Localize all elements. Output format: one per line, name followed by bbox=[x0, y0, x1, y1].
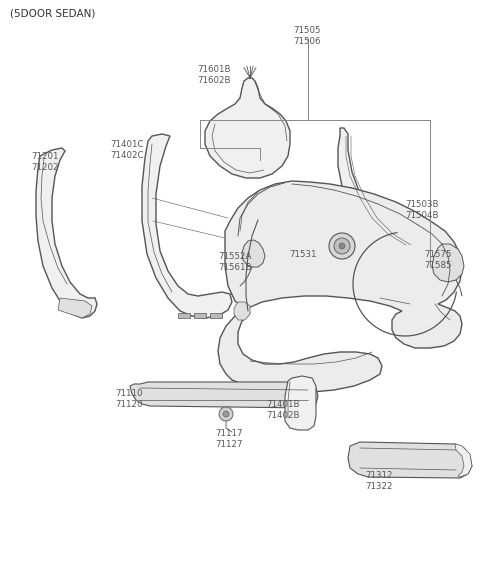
Circle shape bbox=[329, 233, 355, 259]
Polygon shape bbox=[338, 128, 446, 264]
Polygon shape bbox=[234, 302, 250, 320]
Circle shape bbox=[334, 238, 350, 254]
Polygon shape bbox=[130, 382, 318, 408]
Text: 71401B
71402B: 71401B 71402B bbox=[266, 400, 300, 420]
Polygon shape bbox=[348, 442, 472, 478]
Polygon shape bbox=[242, 240, 265, 267]
Polygon shape bbox=[218, 181, 462, 392]
Polygon shape bbox=[210, 313, 222, 318]
Polygon shape bbox=[205, 78, 290, 178]
Text: 71531: 71531 bbox=[289, 250, 317, 259]
Polygon shape bbox=[285, 376, 316, 430]
Text: 71117
71127: 71117 71127 bbox=[216, 429, 243, 449]
Text: 71401C
71402C: 71401C 71402C bbox=[110, 140, 144, 160]
Polygon shape bbox=[432, 244, 464, 282]
Text: 71503B
71504B: 71503B 71504B bbox=[406, 200, 439, 220]
Polygon shape bbox=[455, 444, 472, 477]
Text: 71575
71585: 71575 71585 bbox=[424, 251, 452, 270]
Polygon shape bbox=[36, 148, 97, 318]
Circle shape bbox=[339, 243, 345, 249]
Polygon shape bbox=[194, 313, 206, 318]
Polygon shape bbox=[178, 313, 190, 318]
Text: 71312
71322: 71312 71322 bbox=[365, 471, 393, 491]
Text: 71601B
71602B: 71601B 71602B bbox=[197, 65, 230, 85]
Text: 71505
71506: 71505 71506 bbox=[293, 26, 321, 46]
Circle shape bbox=[219, 407, 233, 421]
Text: (5DOOR SEDAN): (5DOOR SEDAN) bbox=[10, 8, 96, 18]
Text: 71110
71120: 71110 71120 bbox=[115, 389, 143, 408]
Polygon shape bbox=[142, 134, 232, 318]
Polygon shape bbox=[58, 298, 92, 318]
Circle shape bbox=[223, 411, 229, 417]
Text: 71201
71202: 71201 71202 bbox=[31, 153, 59, 172]
Text: 71552A
71561B: 71552A 71561B bbox=[218, 252, 252, 272]
